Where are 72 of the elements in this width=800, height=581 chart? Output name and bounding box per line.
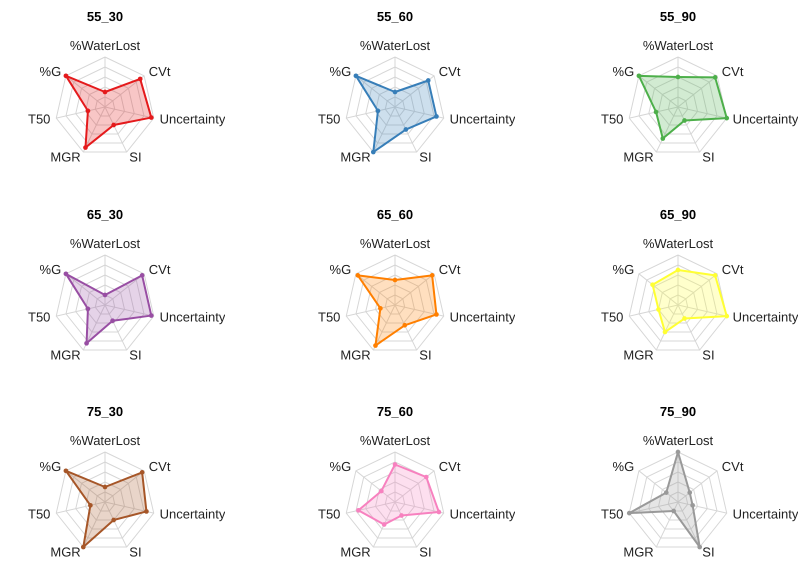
spoke-label: %WaterLost	[70, 236, 141, 251]
spoke-label: MGR	[50, 347, 81, 362]
chart-title: 55_90	[660, 9, 696, 24]
spoke-label: Uncertainty	[732, 506, 799, 522]
spoke-label: CVt	[722, 64, 744, 80]
spoke-label: CVt	[438, 64, 461, 80]
spoke-label: %WaterLost	[642, 433, 714, 448]
spoke-label: %G	[40, 262, 62, 278]
spoke-label: CVt	[148, 459, 171, 474]
spoke-label: SI	[419, 544, 432, 560]
spoke-label: CVt	[438, 459, 461, 474]
spoke-label: %WaterLost	[642, 38, 714, 53]
chart-title: 65_30	[86, 207, 124, 222]
spoke-label: Uncertainty	[732, 111, 799, 126]
spoke-label: SI	[702, 149, 715, 164]
spoke-label: Uncertainty	[450, 309, 516, 324]
spoke-label: Uncertainty	[160, 309, 226, 324]
spoke-label: CVt	[148, 64, 171, 80]
spoke-label: MGR	[340, 347, 371, 362]
spoke-label: %G	[612, 64, 634, 80]
spoke-label: %G	[330, 459, 352, 474]
spoke-label: T50	[601, 506, 624, 522]
spoke-label: T50	[28, 111, 50, 126]
chart-title: 65_60	[376, 207, 414, 222]
chart-title: 75_30	[86, 404, 124, 419]
spoke-label: SI	[419, 347, 432, 362]
spoke-label: Uncertainty	[160, 111, 226, 126]
spoke-label: %G	[40, 64, 62, 80]
spoke-label: Uncertainty	[450, 111, 516, 126]
spoke-label: %WaterLost	[642, 236, 714, 251]
spoke-label: MGR	[340, 149, 371, 164]
chart-title: 75_60	[376, 404, 414, 419]
chart-title: 55_30	[86, 9, 124, 24]
spoke-label: MGR	[50, 544, 81, 560]
spoke-label: T50	[601, 111, 624, 126]
spoke-label: Uncertainty	[160, 506, 226, 522]
spoke-label: %WaterLost	[360, 236, 431, 251]
spoke-label: SI	[129, 149, 142, 164]
spoke-label: SI	[702, 544, 715, 560]
chart-title: 75_90	[660, 404, 696, 419]
spoke-label: %WaterLost	[70, 38, 141, 53]
spoke-label: MGR	[50, 149, 81, 164]
spoke-label: T50	[318, 506, 340, 522]
spoke-label: %WaterLost	[360, 433, 431, 448]
spoke-label: CVt	[438, 262, 461, 278]
spoke-label: T50	[28, 309, 50, 324]
spoke-label: SI	[129, 347, 142, 362]
spoke-label: %WaterLost	[360, 38, 431, 53]
chart-title: 55_60	[376, 9, 414, 24]
spoke-label: SI	[702, 347, 715, 362]
spoke-label: MGR	[623, 149, 654, 164]
spoke-label: SI	[129, 544, 142, 560]
spoke-label: CVt	[722, 262, 744, 278]
spoke-label: T50	[318, 309, 340, 324]
spoke-label: T50	[318, 111, 340, 126]
spoke-label: T50	[601, 309, 624, 324]
spoke-label: %G	[330, 262, 352, 278]
spoke-label: CVt	[722, 459, 744, 474]
chart-title: 65_90	[660, 207, 696, 222]
spoke-label: %G	[330, 64, 352, 80]
spoke-label: MGR	[623, 347, 654, 362]
spoke-label: Uncertainty	[732, 309, 799, 324]
spoke-label: MGR	[623, 544, 654, 560]
spoke-label: %G	[612, 262, 634, 278]
spoke-label: CVt	[148, 262, 171, 278]
spoke-label: %G	[612, 459, 634, 474]
spoke-label: %G	[40, 459, 62, 474]
spoke-label: SI	[419, 149, 432, 164]
spoke-label: MGR	[340, 544, 371, 560]
spoke-label: %WaterLost	[70, 433, 141, 448]
spoke-label: Uncertainty	[450, 506, 516, 522]
spoke-label: T50	[28, 506, 50, 522]
